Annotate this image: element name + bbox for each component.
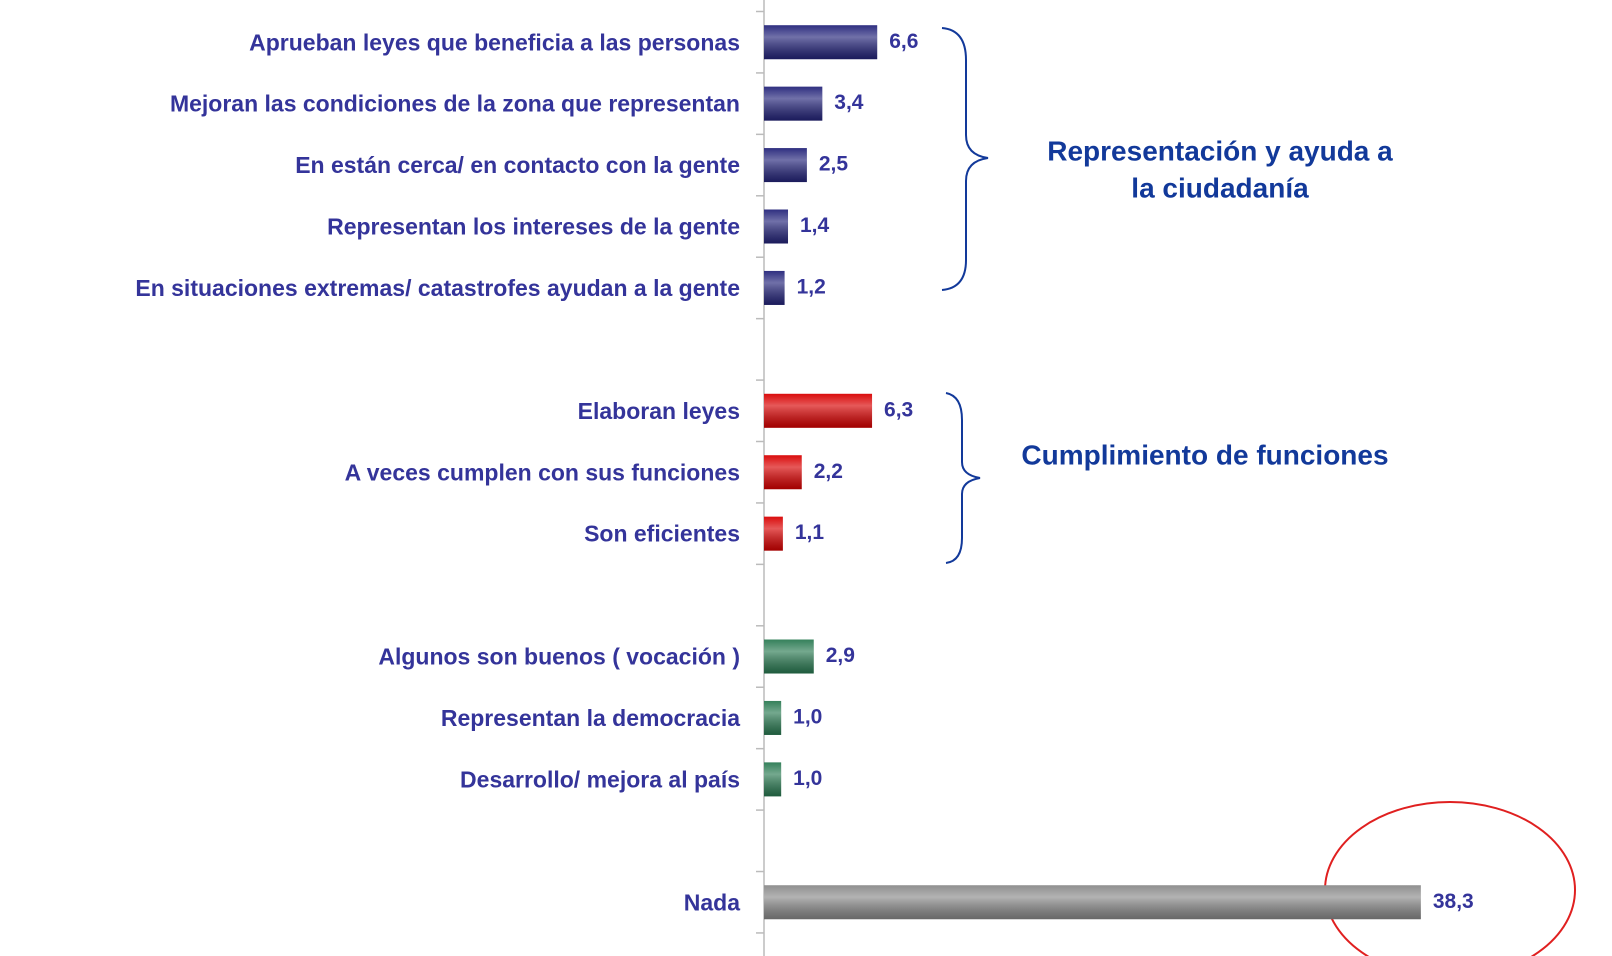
bar-gloss <box>764 393 873 428</box>
category-label: En están cerca/ en contacto con la gente <box>295 152 740 178</box>
value-label: 6,6 <box>889 30 918 53</box>
category-label: Son eficientes <box>584 521 740 547</box>
bar-gloss <box>764 762 782 797</box>
value-label: 38,3 <box>1433 890 1474 913</box>
bar-gloss <box>764 86 823 121</box>
bar-gloss <box>764 270 785 305</box>
category-label: Algunos son buenos ( vocación ) <box>378 644 740 670</box>
category-label: Mejoran las condiciones de la zona que r… <box>170 91 740 117</box>
bar-gloss <box>764 25 878 60</box>
bar-gloss <box>764 148 807 183</box>
value-label: 2,5 <box>819 153 849 176</box>
bar-gloss <box>764 885 1421 920</box>
bar-gloss <box>764 209 789 244</box>
annotation: Cumplimiento de funciones <box>1021 439 1388 470</box>
value-label: 1,0 <box>793 767 822 790</box>
category-label: Elaboran leyes <box>578 398 740 424</box>
category-label: Aprueban leyes que beneficia a las perso… <box>249 29 740 55</box>
value-label: 1,4 <box>800 214 830 237</box>
value-label: 1,1 <box>795 521 825 544</box>
category-label: En situaciones extremas/ catastrofes ayu… <box>135 275 740 301</box>
value-label: 1,0 <box>793 705 822 728</box>
highlight-circle <box>1324 801 1576 956</box>
bar-gloss <box>764 516 783 551</box>
value-label: 3,4 <box>834 91 864 114</box>
brace <box>945 392 981 564</box>
bar-gloss <box>764 639 814 674</box>
category-label: A veces cumplen con sus funciones <box>345 459 740 485</box>
category-label: Desarrollo/ mejora al país <box>460 766 740 792</box>
category-label: Representan los intereses de la gente <box>327 214 740 240</box>
value-label: 6,3 <box>884 398 913 421</box>
value-label: 2,9 <box>826 644 855 667</box>
annotation: la ciudadanía <box>1131 172 1309 203</box>
category-label: Nada <box>684 889 740 915</box>
bar-gloss <box>764 455 802 490</box>
category-label: Representan la democracia <box>441 705 740 731</box>
value-label: 1,2 <box>797 275 826 298</box>
annotation: Representación y ayuda a <box>1047 135 1393 166</box>
value-label: 2,2 <box>814 460 843 483</box>
brace <box>941 27 989 291</box>
bar-gloss <box>764 700 782 735</box>
